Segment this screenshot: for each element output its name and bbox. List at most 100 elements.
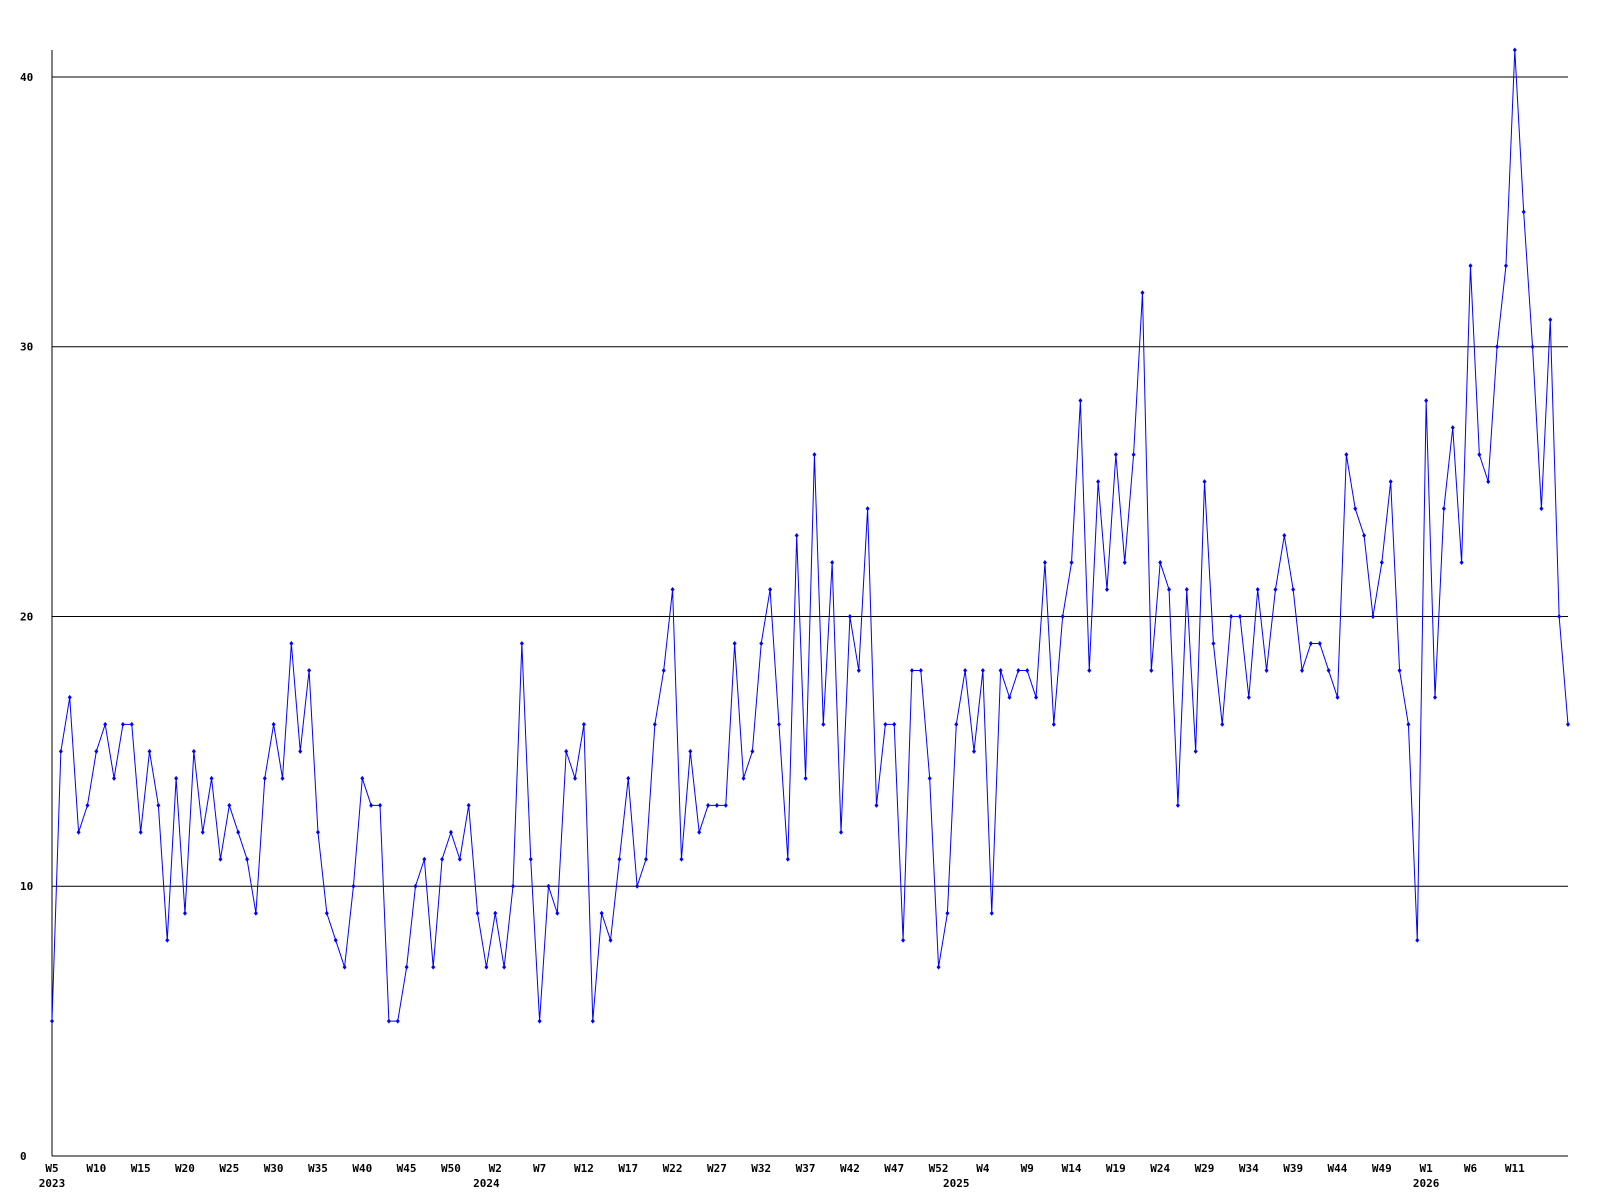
data-point xyxy=(174,775,179,781)
data-point xyxy=(1264,667,1269,673)
data-point xyxy=(236,829,241,835)
x-tick-label: W45 xyxy=(397,1162,417,1175)
data-point xyxy=(519,640,524,646)
data-point xyxy=(697,829,702,835)
data-point xyxy=(1326,667,1331,673)
data-point xyxy=(448,829,453,835)
x-tick-label: W32 xyxy=(751,1162,771,1175)
data-point xyxy=(1424,398,1429,404)
data-point xyxy=(892,721,897,727)
y-tick-label: 10 xyxy=(20,880,33,893)
data-point xyxy=(972,748,977,754)
data-point xyxy=(1149,667,1154,673)
year-label: 2024 xyxy=(473,1177,500,1190)
data-point xyxy=(1042,560,1047,566)
data-point xyxy=(67,694,72,700)
data-point xyxy=(333,937,338,943)
y-tick-label: 40 xyxy=(20,71,33,84)
data-point xyxy=(1468,263,1473,269)
x-tick-label: W37 xyxy=(796,1162,816,1175)
data-point xyxy=(1450,425,1455,431)
data-point xyxy=(1078,398,1083,404)
x-tick-label: W7 xyxy=(533,1162,546,1175)
x-tick-label: W50 xyxy=(441,1162,461,1175)
data-point xyxy=(245,856,250,862)
data-point xyxy=(395,1018,400,1024)
data-point xyxy=(1433,694,1438,700)
data-point xyxy=(182,910,187,916)
year-label: 2025 xyxy=(943,1177,970,1190)
data-point xyxy=(564,748,569,754)
x-tick-label: W15 xyxy=(131,1162,151,1175)
data-point xyxy=(112,775,117,781)
data-point xyxy=(847,613,852,619)
data-point xyxy=(998,667,1003,673)
data-point xyxy=(475,910,480,916)
data-point xyxy=(1113,452,1118,458)
data-point xyxy=(1317,640,1322,646)
data-point xyxy=(200,829,205,835)
data-point xyxy=(1246,694,1251,700)
data-point xyxy=(581,721,586,727)
x-tick-label: W4 xyxy=(976,1162,990,1175)
data-point xyxy=(324,910,329,916)
data-point xyxy=(1211,640,1216,646)
data-point xyxy=(58,748,63,754)
x-tick-label: W40 xyxy=(352,1162,372,1175)
data-point xyxy=(218,856,223,862)
data-point xyxy=(1477,452,1482,458)
data-point xyxy=(980,667,985,673)
data-point xyxy=(776,721,781,727)
y-tick-label: 30 xyxy=(20,341,33,354)
data-point xyxy=(1255,587,1260,593)
data-point xyxy=(1034,694,1039,700)
data-point xyxy=(794,533,799,539)
data-point xyxy=(989,910,994,916)
data-point xyxy=(1060,613,1065,619)
data-point xyxy=(1512,47,1517,53)
data-point xyxy=(1344,452,1349,458)
data-point xyxy=(732,640,737,646)
data-point xyxy=(369,802,374,808)
data-point xyxy=(1486,479,1491,485)
data-point xyxy=(1282,533,1287,539)
data-point xyxy=(759,640,764,646)
data-point xyxy=(138,829,143,835)
x-tick-label: W24 xyxy=(1150,1162,1170,1175)
data-point xyxy=(865,506,870,512)
data-point xyxy=(945,910,950,916)
data-point xyxy=(803,775,808,781)
data-point xyxy=(1193,748,1198,754)
data-point xyxy=(608,937,613,943)
data-point xyxy=(386,1018,391,1024)
data-point xyxy=(1202,479,1207,485)
data-point xyxy=(652,721,657,727)
x-tick-label: W47 xyxy=(884,1162,904,1175)
data-point xyxy=(723,802,728,808)
data-point xyxy=(1175,802,1180,808)
data-point xyxy=(909,667,914,673)
x-tick-label: W22 xyxy=(663,1162,683,1175)
y-tick-label: 20 xyxy=(20,610,33,623)
data-point xyxy=(1122,560,1127,566)
data-point xyxy=(1362,533,1367,539)
x-tick-label: W34 xyxy=(1239,1162,1259,1175)
data-point xyxy=(1131,452,1136,458)
data-point xyxy=(1503,263,1508,269)
data-point xyxy=(1406,721,1411,727)
data-point xyxy=(679,856,684,862)
data-point xyxy=(1459,560,1464,566)
data-point xyxy=(856,667,861,673)
x-tick-label: W25 xyxy=(219,1162,239,1175)
data-point xyxy=(1273,587,1278,593)
data-point xyxy=(307,667,312,673)
data-point xyxy=(466,802,471,808)
data-point xyxy=(1539,506,1544,512)
data-point xyxy=(50,1018,54,1024)
data-point xyxy=(1051,721,1056,727)
data-point xyxy=(511,883,516,889)
x-tick-label: W5 xyxy=(45,1162,58,1175)
data-point xyxy=(253,910,258,916)
data-point xyxy=(289,640,294,646)
data-point xyxy=(750,748,755,754)
